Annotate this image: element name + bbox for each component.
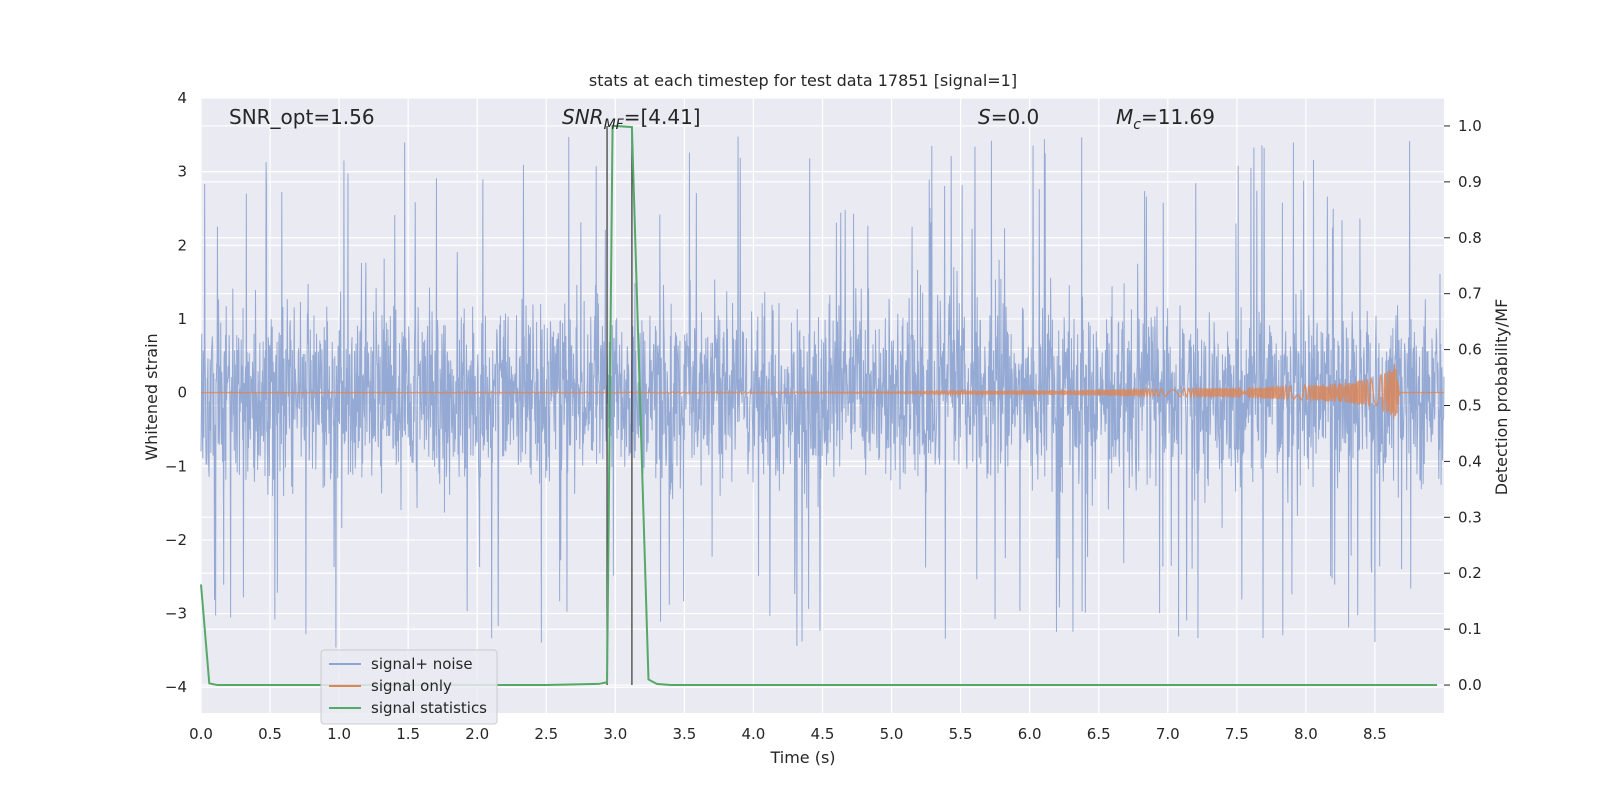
y-axis-label: Whitened strain (142, 333, 161, 460)
annotation-mc-main: M (1116, 105, 1133, 129)
annotation-snr-mf-sub: MF (604, 117, 625, 133)
annotation-s-main: S (978, 105, 991, 129)
y-tick-label: 3 (177, 163, 187, 181)
annotation-snr-opt: SNR_opt=1.56 (229, 105, 375, 129)
x-axis-label: Time (s) (769, 748, 835, 767)
series-signal-only (201, 364, 1444, 419)
x-tick-label: 5.5 (949, 725, 973, 743)
annotation-mc-sub: c (1133, 117, 1141, 133)
annotation-s: S=0.0 (978, 105, 1039, 129)
x-tick-label: 3.5 (672, 725, 696, 743)
x-tick-label: 2.0 (465, 725, 489, 743)
signal-noise-line (200, 136, 1445, 648)
signal-statistics-line (200, 124, 1438, 687)
y-tick-label: −3 (165, 605, 187, 623)
y-tick-label: 4 (177, 89, 187, 107)
y-right-tick-label: 1.0 (1458, 117, 1482, 135)
x-tick-label: 8.0 (1294, 725, 1318, 743)
x-tick-label: 7.0 (1156, 725, 1180, 743)
y-right-tick-label: 0.8 (1458, 229, 1482, 247)
x-tick-label: 5.0 (880, 725, 904, 743)
y-tick-label: 0 (177, 384, 187, 402)
x-tick-label: 8.5 (1363, 725, 1387, 743)
y-right-tick-label: 0.9 (1458, 173, 1482, 191)
y-right-tick-label: 0.1 (1458, 620, 1482, 638)
legend: signal+ noise signal only signal statist… (320, 649, 498, 725)
legend-box (320, 649, 498, 725)
legend-label-signal-statistics: signal statistics (371, 699, 487, 717)
x-tick-label: 7.5 (1225, 725, 1249, 743)
series-signal-statistics (200, 124, 1438, 687)
x-tick-label: 0.5 (258, 725, 282, 743)
annotation-snr-mf-value: =[4.41] (624, 105, 701, 129)
x-tick-label: 4.5 (811, 725, 835, 743)
x-tick-label: 1.5 (396, 725, 420, 743)
annotation-snr-mf: SNRMF=[4.41] (562, 105, 701, 133)
x-tick-label: 0.0 (189, 725, 213, 743)
y-tick-label: 2 (177, 236, 187, 254)
x-tick-label: 1.0 (327, 725, 351, 743)
annotation-mc-value: =11.69 (1141, 105, 1215, 129)
y-tick-label: −4 (165, 678, 187, 696)
annotation-snr-mf-main: SNR (562, 105, 604, 129)
y-right-tick-label: 0.5 (1458, 397, 1482, 415)
y-right-tick-label: 0.2 (1458, 564, 1482, 582)
y-right-tick-label: 0.6 (1458, 341, 1482, 359)
x-tick-label: 6.5 (1087, 725, 1111, 743)
y-right-tick-label: 0.7 (1458, 285, 1482, 303)
chart-title: stats at each timestep for test data 178… (589, 71, 1017, 90)
x-tick-label: 2.5 (534, 725, 558, 743)
x-tick-label: 4.0 (742, 725, 766, 743)
x-tick-label: 6.0 (1018, 725, 1042, 743)
legend-label-signal-only: signal only (371, 677, 452, 695)
y-right-tick-label: 0.3 (1458, 508, 1482, 526)
y-tick-label: −2 (165, 531, 187, 549)
tick-labels: 0.0 0.5 1.0 1.5 2.0 2.5 3.0 3.5 4.0 4.5 5.0 5.5 6.0 6… (165, 89, 1482, 743)
y-right-tick-label: 0.0 (1458, 676, 1482, 694)
y-tick-label: −1 (165, 457, 187, 475)
legend-label-signal-noise: signal+ noise (371, 655, 473, 673)
series-signal-noise (200, 136, 1445, 648)
signal-only-line (201, 364, 1444, 419)
x-tick-label: 3.0 (603, 725, 627, 743)
annotation-s-value: =0.0 (991, 105, 1040, 129)
y-tick-label: 1 (177, 310, 187, 328)
y-right-tick-label: 0.4 (1458, 452, 1482, 470)
annotation-mc: Mc=11.69 (1116, 105, 1215, 133)
y-axis-label-right: Detection probability/MF (1492, 299, 1511, 496)
